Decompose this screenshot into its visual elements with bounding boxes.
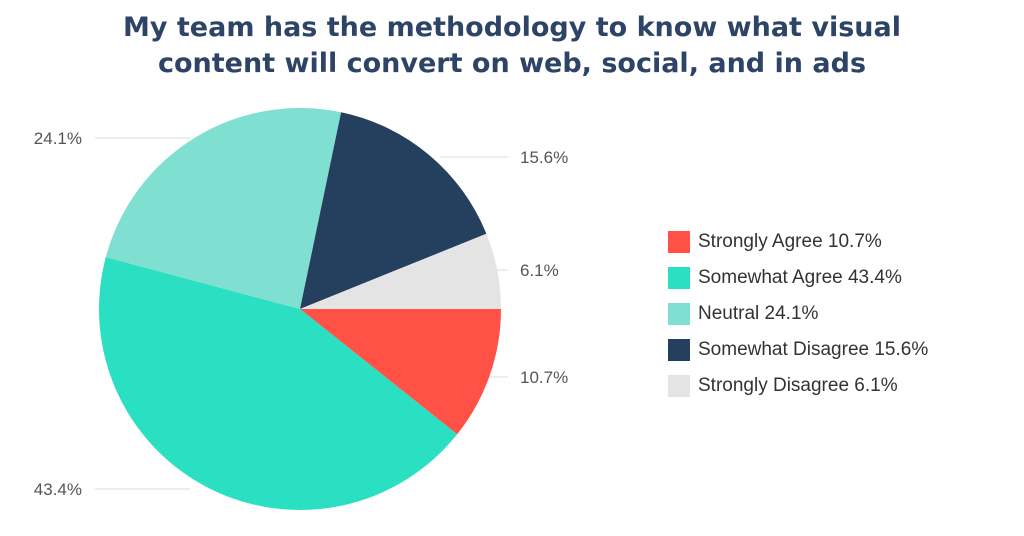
legend-label-somewhat-disagree: Somewhat Disagree 15.6% <box>698 339 929 360</box>
pie-slice-somewhat-disagree <box>300 112 487 309</box>
pie-slice-neutral <box>105 107 342 310</box>
legend-label-neutral: Neutral 24.1% <box>698 303 819 324</box>
legend-item-neutral: Neutral 24.1% <box>668 296 928 332</box>
legend-item-somewhat-agree: Somewhat Agree 43.4% <box>668 260 928 296</box>
legend-label-strongly-disagree: Strongly Disagree 6.1% <box>698 375 898 396</box>
legend-item-somewhat-disagree: Somewhat Disagree 15.6% <box>668 332 928 368</box>
pie-slice-somewhat-agree <box>99 257 458 510</box>
chart-title-line-2: content will convert on web, social, and… <box>157 48 867 79</box>
legend-item-strongly-disagree: Strongly Disagree 6.1% <box>668 368 928 404</box>
legend-swatch-strongly-disagree <box>668 375 690 397</box>
legend-item-strongly-agree: Strongly Agree 10.7% <box>668 224 928 260</box>
data-label-strongly-agree: 10.7% <box>520 368 568 387</box>
legend-swatch-somewhat-disagree <box>668 339 690 361</box>
legend-swatch-somewhat-agree <box>668 267 690 289</box>
chart-title-line-1: My team has the methodology to know what… <box>123 12 901 43</box>
legend-label-strongly-agree: Strongly Agree 10.7% <box>698 231 882 252</box>
chart-legend: Strongly Agree 10.7% Somewhat Agree 43.4… <box>668 224 928 404</box>
data-label-somewhat-agree: 43.4% <box>34 480 82 499</box>
chart-title: My team has the methodology to know what… <box>0 10 1024 82</box>
pie-slice-strongly-disagree <box>300 233 501 309</box>
legend-swatch-strongly-agree <box>668 231 690 253</box>
legend-label-somewhat-agree: Somewhat Agree 43.4% <box>698 267 902 288</box>
data-label-strongly-disagree: 6.1% <box>520 261 559 280</box>
data-label-neutral: 24.1% <box>34 129 82 148</box>
pie-slice-strongly-agree <box>300 309 501 435</box>
data-label-somewhat-disagree: 15.6% <box>520 148 568 167</box>
legend-swatch-neutral <box>668 303 690 325</box>
